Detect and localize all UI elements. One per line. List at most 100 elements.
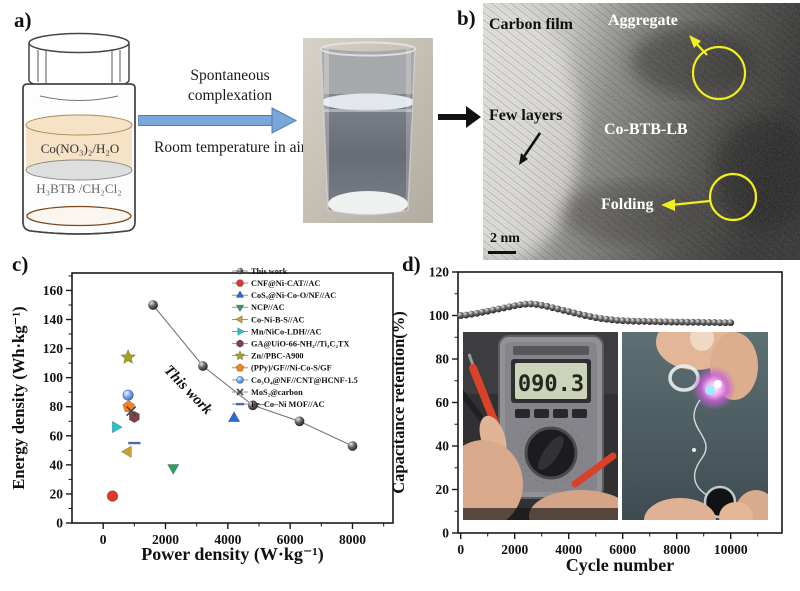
data-point-sphere <box>651 318 659 326</box>
data-point-triangle-up <box>227 411 241 422</box>
tick-label: 10000 <box>714 542 748 557</box>
data-point-triangle-down <box>235 304 245 313</box>
tick-label: 6000 <box>609 542 636 557</box>
data-point-sphere <box>565 308 573 316</box>
dial-knob <box>538 436 564 470</box>
plot-frame <box>71 272 394 524</box>
data-point-sphere <box>516 301 524 309</box>
legend-label: (PPy)/GF//Ni-Co-S/GF <box>251 364 332 373</box>
data-point-sphere <box>678 318 686 326</box>
wire-glint <box>692 448 696 452</box>
data-point-sphere <box>478 308 486 316</box>
data-point-triangle-down <box>167 464 180 476</box>
led-core <box>714 380 722 388</box>
vial-interface <box>25 159 133 181</box>
legend-label: Co₃O₄@NF//CNT@HCNF-1.5 <box>251 376 358 385</box>
data-point-sphere-blue <box>122 389 134 401</box>
data-point-sphere <box>489 306 497 314</box>
vial-bottom-meniscus <box>26 205 132 227</box>
data-point-star <box>234 349 246 361</box>
data-point-sphere <box>673 318 681 326</box>
hand-left <box>463 440 523 520</box>
ragone-chart: 0 2000 4000 6000 8000 0 20 40 60 80 100 120 140 160 Po… <box>9 267 394 565</box>
data-point-sphere <box>608 316 616 324</box>
legend-label: CoSₓ@Ni-Co-O/NF//AC <box>251 291 336 300</box>
data-point-sphere <box>727 319 735 327</box>
data-point-sphere <box>570 309 578 317</box>
few-layers-arrow-head <box>519 153 528 165</box>
y-axis-title: Capacitance retention(%) <box>390 311 408 494</box>
data-point-sphere <box>630 317 637 325</box>
aggregate-arrow-head <box>689 35 701 48</box>
tick-label: 0 <box>56 516 63 531</box>
tick-label: 2000 <box>501 542 528 557</box>
process-conditions-text: Room temperature in air <box>154 139 306 156</box>
tem-noise <box>483 3 800 260</box>
data-point-sphere <box>640 317 648 325</box>
legend-label: CNF@Ni-CAT//AC <box>251 279 320 288</box>
glass-outline <box>320 47 416 216</box>
data-point-sphere <box>532 300 540 308</box>
folding-arrow-line <box>670 199 711 207</box>
wire <box>693 399 713 499</box>
tick-label: 20 <box>436 482 450 497</box>
legend-label: MoS₂@carbon <box>251 388 303 397</box>
legend-label: Fe–Co–Ni MOF//AC <box>251 400 325 409</box>
data-point-sphere <box>646 318 654 326</box>
pointer-arrow-shaft <box>438 114 466 120</box>
data-point-sphere <box>148 300 158 310</box>
data-point-sphere-blue <box>236 376 244 384</box>
data-point-sphere <box>657 318 664 326</box>
data-point-sphere <box>619 317 627 325</box>
data-point-sphere <box>554 305 562 313</box>
data-point-sphere <box>247 400 258 411</box>
data-point-sphere <box>462 311 470 319</box>
film-edge <box>321 109 415 112</box>
data-point-x <box>236 388 244 396</box>
vial-top-phase-surface <box>25 114 133 136</box>
tick-label: 60 <box>436 395 450 410</box>
vial-cap-top <box>28 32 130 54</box>
tick-label: 80 <box>50 399 64 414</box>
scale-bar <box>488 251 516 254</box>
data-point-sphere <box>662 318 670 326</box>
data-point-sphere <box>586 313 594 321</box>
data-point-sphere <box>198 361 208 371</box>
y-axis-title: Energy density (Wh·kg⁻¹) <box>9 306 28 489</box>
red-probe-right <box>571 452 617 488</box>
data-point-sphere <box>694 318 702 326</box>
scale-bar-text: 2 nm <box>490 231 520 246</box>
multimeter-photo-inset: 090.3 <box>463 332 618 520</box>
tick-label: 0 <box>442 526 449 541</box>
legend-label: Zn//PBC-A900 <box>251 352 304 361</box>
data-point-hexagon <box>236 339 244 348</box>
x-axis-title: Cycle number <box>566 555 674 575</box>
material-label: Co-BTB-LB <box>604 121 688 138</box>
aggregate-circle <box>691 45 747 101</box>
legend-label: Mn/NiCo-LDH//AC <box>251 327 322 336</box>
data-point-circle <box>236 279 244 287</box>
tick-label: 120 <box>429 265 450 280</box>
data-point-sphere <box>700 319 708 326</box>
panel-d-label: d) <box>402 252 421 276</box>
data-point-sphere <box>684 318 691 326</box>
data-point-sphere <box>495 305 502 313</box>
multimeter-brand-strip <box>513 346 589 355</box>
data-point-hexagon <box>129 410 140 424</box>
vial-drawing <box>22 32 136 235</box>
multimeter-photo: 090.3 <box>463 332 618 520</box>
vial-cap-ridges <box>37 50 121 83</box>
folding-arrow-head <box>661 199 675 211</box>
data-point-sphere <box>592 314 600 322</box>
glass-highlight-right <box>406 48 411 210</box>
tick-label: 100 <box>429 308 450 323</box>
legend-label: Co-Ni-B-S//AC <box>251 315 304 324</box>
tick-label: 8000 <box>663 542 690 557</box>
annotation-this-work: This work <box>161 362 216 418</box>
legend-label: NCP//AC <box>251 303 285 312</box>
data-point-sphere <box>457 312 465 319</box>
tick-label: 4000 <box>555 542 582 557</box>
vial-cap <box>28 32 130 91</box>
tick-label: 160 <box>43 283 64 298</box>
